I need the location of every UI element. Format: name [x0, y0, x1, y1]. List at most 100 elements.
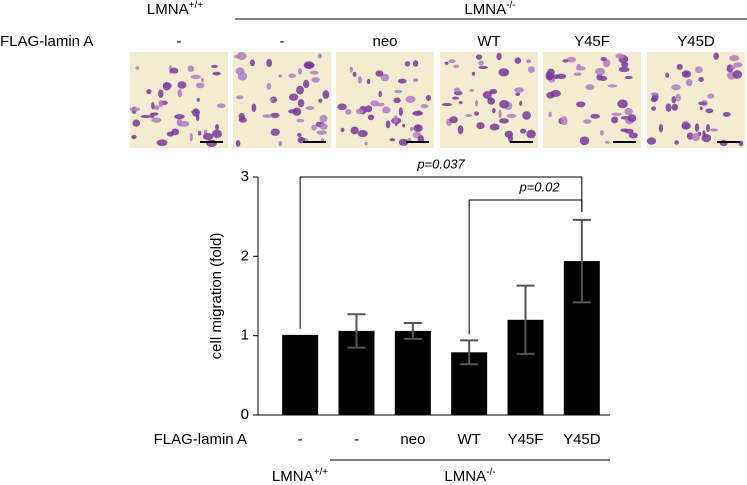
cell: [211, 129, 223, 138]
cell: [177, 88, 183, 98]
group-name: LMNA: [444, 468, 486, 485]
bar: [282, 334, 319, 415]
micrograph: [646, 52, 745, 148]
cell: [475, 54, 483, 60]
cell: [297, 99, 305, 108]
y-tick-label: 3: [241, 168, 249, 185]
cell: [319, 123, 328, 130]
cell: [694, 66, 703, 74]
cell: [590, 113, 601, 119]
cell: [382, 106, 391, 114]
cell: [674, 140, 679, 145]
cell: [471, 71, 476, 76]
cell: [681, 70, 692, 78]
cell: [526, 129, 536, 139]
cell: [367, 114, 375, 121]
cell: [236, 52, 247, 61]
cell: [583, 119, 592, 124]
cell: [469, 88, 475, 92]
cell: [478, 60, 484, 66]
cell: [453, 64, 460, 68]
cell: [425, 94, 432, 102]
cell: [452, 96, 460, 100]
cell: [646, 137, 657, 145]
micrograph-bg: [233, 52, 331, 148]
cell: [474, 111, 479, 116]
cell: [482, 91, 492, 99]
cell: [380, 73, 390, 82]
cell: [298, 68, 302, 75]
cell: [709, 128, 718, 132]
cell: [340, 127, 345, 133]
cell: [288, 73, 297, 79]
cell: [195, 82, 205, 89]
error-bar: [403, 321, 422, 340]
cell: [407, 137, 411, 142]
cell: [492, 107, 496, 114]
condition-label: -: [280, 33, 285, 50]
cell: [345, 108, 352, 115]
cell: [192, 108, 200, 117]
condition-label: neo: [372, 33, 397, 50]
cell: [270, 112, 280, 118]
cell: [412, 111, 424, 116]
micrograph: [543, 52, 641, 148]
cell: [311, 124, 317, 131]
cell: [349, 66, 354, 73]
cell: [318, 98, 323, 103]
cell: [216, 103, 226, 109]
cell: [729, 55, 740, 62]
cell: [457, 125, 464, 135]
x-tick-label: neo: [400, 431, 425, 448]
y-tick-label: 0: [241, 406, 249, 423]
cell: [402, 123, 406, 128]
cell: [702, 129, 706, 138]
cell: [713, 52, 720, 60]
cell: [519, 128, 527, 134]
group-label: LMNA-/-: [444, 467, 495, 485]
significance-bracket: [299, 176, 583, 329]
cell: [162, 82, 172, 91]
cell: [546, 72, 554, 81]
cell: [503, 72, 507, 76]
x-tick-label: Y45D: [563, 431, 601, 448]
cell: [235, 139, 241, 147]
cell: [665, 103, 672, 112]
cell: [560, 116, 568, 126]
cell: [556, 73, 567, 80]
cell: [200, 77, 205, 83]
cell: [694, 123, 700, 132]
cell: [604, 140, 610, 144]
cell: [658, 124, 663, 133]
cell: [238, 117, 247, 123]
cell: [596, 73, 603, 81]
cell: [448, 59, 456, 64]
cell: [212, 71, 221, 76]
cell: [458, 101, 463, 105]
cell: [129, 107, 141, 112]
cell: [317, 53, 322, 59]
cell: [671, 84, 681, 91]
micrograph: [336, 52, 434, 148]
cell: [288, 93, 299, 101]
cell: [176, 118, 183, 127]
cell: [135, 66, 140, 70]
cell: [405, 95, 416, 103]
cell: [465, 113, 473, 117]
error-bar: [572, 218, 591, 304]
cell: [665, 72, 670, 78]
cell: [476, 122, 485, 130]
cell: [621, 61, 629, 68]
cell: [489, 123, 500, 131]
cell: [190, 74, 201, 80]
cell: [187, 65, 195, 72]
micrograph: [440, 52, 538, 148]
cell: [698, 101, 707, 106]
cell: [389, 138, 396, 142]
cell: [624, 128, 634, 134]
cell: [651, 106, 657, 111]
cell: [575, 101, 586, 108]
cell: [215, 124, 220, 131]
